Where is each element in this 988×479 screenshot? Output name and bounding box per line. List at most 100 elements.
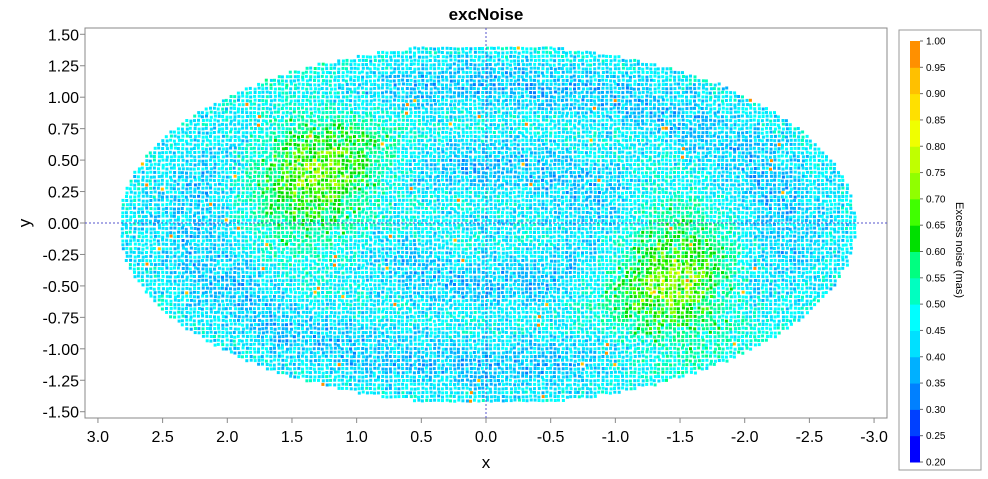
scatter-point [296,254,300,258]
scatter-point [276,143,280,147]
scatter-point [373,154,377,158]
scatter-point [313,302,316,306]
scatter-point [317,179,321,183]
scatter-point [313,266,317,270]
scatter-point [157,251,161,255]
scatter-point [369,359,373,363]
scatter-point [269,275,273,279]
scatter-point [217,162,221,166]
scatter-point [180,275,184,279]
scatter-point [265,139,269,143]
scatter-point [373,359,377,363]
scatter-point [373,122,377,126]
scatter-point [221,115,225,118]
scatter-point [353,186,357,190]
scatter-point [413,111,417,114]
scatter-point [329,346,333,350]
scatter-point [305,102,308,106]
scatter-point [257,119,260,123]
scatter-point [273,106,277,110]
scatter-point [185,242,188,246]
scatter-point [121,222,125,226]
scatter-point [413,163,417,166]
scatter-point [349,362,353,366]
scatter-point [389,206,393,210]
scatter-point [393,103,396,107]
scatter-point [417,67,421,71]
scatter-point [249,227,253,231]
scatter-point [257,287,261,291]
scatter-point [273,246,277,250]
scatter-point [133,275,137,279]
scatter-point [157,194,161,198]
scatter-point [357,239,361,243]
scatter-point [313,79,316,82]
scatter-point [345,303,349,306]
scatter-point [401,218,405,222]
scatter-point [377,175,380,179]
scatter-point [292,199,296,203]
scatter-point [316,91,320,95]
scatter-point [341,66,345,70]
scatter-point [361,246,365,250]
scatter-point [305,231,309,235]
scatter-point [397,359,400,362]
scatter-point [400,234,404,238]
scatter-point [337,139,341,143]
scatter-point [229,263,233,267]
scatter-point [265,110,269,114]
scatter-point [236,226,240,230]
scatter-point [364,283,368,287]
scatter-point [340,258,344,262]
scatter-point [277,343,280,347]
scatter-point [145,199,149,203]
scatter-point [364,358,368,362]
scatter-point [169,226,173,230]
scatter-point [393,302,397,306]
scatter-point [153,222,156,226]
scatter-point [284,98,288,102]
scatter-point [201,267,205,271]
scatter-point [265,95,269,99]
scatter-point [265,122,269,126]
scatter-point [261,154,264,158]
scatter-point [221,267,225,271]
scatter-point [357,286,360,290]
scatter-point [229,239,232,243]
scatter-point [401,375,404,379]
scatter-point [197,239,201,243]
scatter-point [245,115,249,118]
scatter-point [364,119,368,123]
scatter-point [237,351,241,355]
scatter-point [389,319,393,322]
scatter-point [344,306,348,310]
scatter-point [409,78,413,82]
scatter-point [309,115,313,119]
scatter-point [320,99,324,103]
scatter-point [289,318,293,322]
scatter-point [277,310,281,314]
scatter-point [364,350,368,354]
scatter-point [392,287,396,291]
scatter-point [405,143,409,146]
scatter-point [337,303,341,307]
scatter-point [188,130,192,134]
scatter-point [236,334,240,338]
scatter-point [280,75,284,79]
scatter-point [333,190,337,194]
scatter-point [261,323,265,326]
scatter-point [297,263,301,267]
scatter-point [348,315,352,319]
scatter-point [289,334,293,338]
scatter-point [248,183,252,187]
scatter-point [381,395,385,399]
scatter-point [381,127,385,131]
scatter-point [313,99,317,103]
scatter-point [245,119,249,123]
scatter-point [265,143,269,147]
scatter-point [297,138,301,142]
scatter-point [220,286,224,290]
scatter-point [361,82,365,86]
scatter-point [165,155,169,159]
scatter-point [180,319,184,323]
